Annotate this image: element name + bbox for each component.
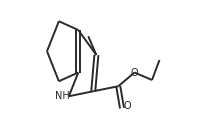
- Text: NH: NH: [55, 91, 69, 101]
- Text: O: O: [131, 68, 138, 78]
- Text: O: O: [124, 101, 131, 111]
